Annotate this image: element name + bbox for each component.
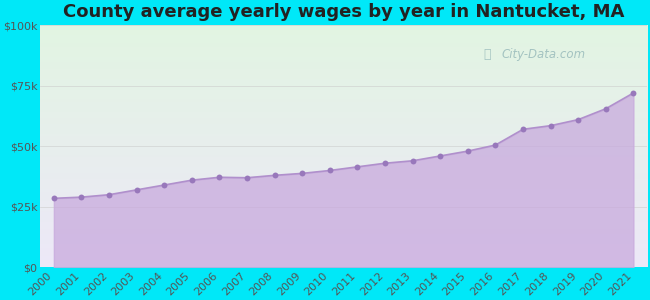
Point bbox=[628, 91, 638, 95]
Point bbox=[297, 171, 307, 176]
Point bbox=[159, 183, 170, 188]
Point bbox=[408, 158, 418, 163]
Text: Ⓢ: Ⓢ bbox=[484, 48, 491, 61]
Point bbox=[324, 168, 335, 173]
Point bbox=[76, 195, 86, 200]
Point bbox=[601, 106, 611, 111]
Point bbox=[463, 149, 473, 154]
Point bbox=[518, 127, 528, 132]
Point bbox=[104, 192, 114, 197]
Point bbox=[187, 178, 197, 183]
Point bbox=[435, 154, 445, 158]
Point bbox=[214, 175, 225, 180]
Point bbox=[131, 188, 142, 192]
Point bbox=[352, 164, 363, 169]
Text: City-Data.com: City-Data.com bbox=[502, 48, 586, 61]
Point bbox=[242, 176, 252, 180]
Point bbox=[490, 142, 501, 147]
Title: County average yearly wages by year in Nantucket, MA: County average yearly wages by year in N… bbox=[63, 3, 625, 21]
Point bbox=[49, 196, 59, 201]
Point bbox=[545, 123, 556, 128]
Point bbox=[270, 173, 280, 178]
Point bbox=[380, 161, 390, 166]
Point bbox=[573, 117, 584, 122]
